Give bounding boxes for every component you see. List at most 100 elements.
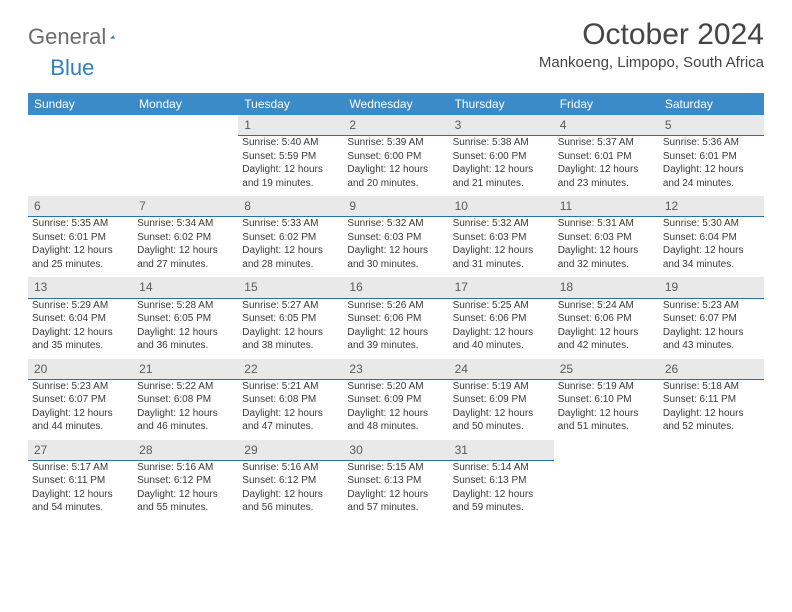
sunrise-line: Sunrise: 5:39 AM	[347, 136, 444, 150]
day-cell: Sunrise: 5:24 AMSunset: 6:06 PMDaylight:…	[554, 298, 659, 359]
daylight-line: Daylight: 12 hours and 56 minutes.	[242, 488, 339, 515]
daylight-line: Daylight: 12 hours and 44 minutes.	[32, 407, 129, 434]
sunrise-line: Sunrise: 5:16 AM	[242, 461, 339, 475]
day-cell: Sunrise: 5:32 AMSunset: 6:03 PMDaylight:…	[343, 217, 448, 278]
daylight-line: Daylight: 12 hours and 34 minutes.	[663, 244, 760, 271]
day-number-cell: 5	[659, 115, 764, 136]
sunset-line: Sunset: 6:12 PM	[137, 474, 234, 488]
sunset-line: Sunset: 6:03 PM	[558, 231, 655, 245]
daylight-line: Daylight: 12 hours and 35 minutes.	[32, 326, 129, 353]
day-number-cell: 16	[343, 277, 448, 298]
day-number-cell: 15	[238, 277, 343, 298]
sunset-line: Sunset: 6:04 PM	[32, 312, 129, 326]
day-number-cell: 24	[449, 359, 554, 380]
day-number-cell: 18	[554, 277, 659, 298]
sunrise-line: Sunrise: 5:35 AM	[32, 217, 129, 231]
sunset-line: Sunset: 6:01 PM	[558, 150, 655, 164]
day-number-cell: 30	[343, 440, 448, 461]
sunrise-line: Sunrise: 5:14 AM	[453, 461, 550, 475]
daylight-line: Daylight: 12 hours and 51 minutes.	[558, 407, 655, 434]
sunrise-line: Sunrise: 5:15 AM	[347, 461, 444, 475]
sunset-line: Sunset: 6:04 PM	[663, 231, 760, 245]
day-cell: Sunrise: 5:28 AMSunset: 6:05 PMDaylight:…	[133, 298, 238, 359]
sunset-line: Sunset: 6:09 PM	[347, 393, 444, 407]
day-number-cell: 26	[659, 359, 764, 380]
day-cell: Sunrise: 5:16 AMSunset: 6:12 PMDaylight:…	[133, 460, 238, 521]
day-content-row: Sunrise: 5:23 AMSunset: 6:07 PMDaylight:…	[28, 379, 764, 440]
sunrise-line: Sunrise: 5:18 AM	[663, 380, 760, 394]
day-number-cell: 12	[659, 196, 764, 217]
weekday-header: Thursday	[449, 93, 554, 115]
sunrise-line: Sunrise: 5:16 AM	[137, 461, 234, 475]
daylight-line: Daylight: 12 hours and 54 minutes.	[32, 488, 129, 515]
day-number-cell: 28	[133, 440, 238, 461]
weekday-header-row: Sunday Monday Tuesday Wednesday Thursday…	[28, 93, 764, 115]
weekday-header: Wednesday	[343, 93, 448, 115]
sunset-line: Sunset: 6:12 PM	[242, 474, 339, 488]
day-cell	[28, 136, 133, 197]
day-cell: Sunrise: 5:17 AMSunset: 6:11 PMDaylight:…	[28, 460, 133, 521]
sunrise-line: Sunrise: 5:28 AM	[137, 299, 234, 313]
sunset-line: Sunset: 6:13 PM	[347, 474, 444, 488]
daylight-line: Daylight: 12 hours and 46 minutes.	[137, 407, 234, 434]
day-cell: Sunrise: 5:34 AMSunset: 6:02 PMDaylight:…	[133, 217, 238, 278]
daylight-line: Daylight: 12 hours and 23 minutes.	[558, 163, 655, 190]
sunset-line: Sunset: 6:01 PM	[32, 231, 129, 245]
sunrise-line: Sunrise: 5:19 AM	[453, 380, 550, 394]
sunset-line: Sunset: 6:11 PM	[663, 393, 760, 407]
sunrise-line: Sunrise: 5:29 AM	[32, 299, 129, 313]
sunset-line: Sunset: 6:07 PM	[663, 312, 760, 326]
daylight-line: Daylight: 12 hours and 39 minutes.	[347, 326, 444, 353]
sunset-line: Sunset: 6:09 PM	[453, 393, 550, 407]
day-cell: Sunrise: 5:22 AMSunset: 6:08 PMDaylight:…	[133, 379, 238, 440]
sunrise-line: Sunrise: 5:26 AM	[347, 299, 444, 313]
day-number-cell: 22	[238, 359, 343, 380]
sunrise-line: Sunrise: 5:27 AM	[242, 299, 339, 313]
daynum-row: 20212223242526	[28, 359, 764, 380]
day-cell: Sunrise: 5:15 AMSunset: 6:13 PMDaylight:…	[343, 460, 448, 521]
daynum-row: 13141516171819	[28, 277, 764, 298]
daylight-line: Daylight: 12 hours and 28 minutes.	[242, 244, 339, 271]
daylight-line: Daylight: 12 hours and 47 minutes.	[242, 407, 339, 434]
day-number-cell: 9	[343, 196, 448, 217]
sunrise-line: Sunrise: 5:32 AM	[347, 217, 444, 231]
daylight-line: Daylight: 12 hours and 20 minutes.	[347, 163, 444, 190]
sunset-line: Sunset: 6:10 PM	[558, 393, 655, 407]
sunset-line: Sunset: 6:00 PM	[347, 150, 444, 164]
daylight-line: Daylight: 12 hours and 42 minutes.	[558, 326, 655, 353]
day-number-cell	[28, 115, 133, 136]
day-number-cell: 17	[449, 277, 554, 298]
day-cell	[659, 460, 764, 521]
day-content-row: Sunrise: 5:29 AMSunset: 6:04 PMDaylight:…	[28, 298, 764, 359]
day-cell: Sunrise: 5:33 AMSunset: 6:02 PMDaylight:…	[238, 217, 343, 278]
sunrise-line: Sunrise: 5:20 AM	[347, 380, 444, 394]
daylight-line: Daylight: 12 hours and 38 minutes.	[242, 326, 339, 353]
sunset-line: Sunset: 6:06 PM	[453, 312, 550, 326]
day-cell	[554, 460, 659, 521]
daylight-line: Daylight: 12 hours and 55 minutes.	[137, 488, 234, 515]
weekday-header: Tuesday	[238, 93, 343, 115]
daynum-row: 6789101112	[28, 196, 764, 217]
sunrise-line: Sunrise: 5:23 AM	[32, 380, 129, 394]
sunset-line: Sunset: 6:08 PM	[242, 393, 339, 407]
day-cell: Sunrise: 5:26 AMSunset: 6:06 PMDaylight:…	[343, 298, 448, 359]
day-number-cell: 20	[28, 359, 133, 380]
day-cell: Sunrise: 5:19 AMSunset: 6:10 PMDaylight:…	[554, 379, 659, 440]
day-number-cell	[554, 440, 659, 461]
logo-word-2: Blue	[50, 55, 94, 81]
sunset-line: Sunset: 6:02 PM	[242, 231, 339, 245]
day-number-cell: 4	[554, 115, 659, 136]
sunset-line: Sunset: 6:07 PM	[32, 393, 129, 407]
day-cell: Sunrise: 5:18 AMSunset: 6:11 PMDaylight:…	[659, 379, 764, 440]
sunrise-line: Sunrise: 5:31 AM	[558, 217, 655, 231]
day-cell: Sunrise: 5:23 AMSunset: 6:07 PMDaylight:…	[659, 298, 764, 359]
sunrise-line: Sunrise: 5:17 AM	[32, 461, 129, 475]
daylight-line: Daylight: 12 hours and 25 minutes.	[32, 244, 129, 271]
day-number-cell: 31	[449, 440, 554, 461]
daylight-line: Daylight: 12 hours and 21 minutes.	[453, 163, 550, 190]
sunset-line: Sunset: 6:05 PM	[242, 312, 339, 326]
sunrise-line: Sunrise: 5:25 AM	[453, 299, 550, 313]
day-cell: Sunrise: 5:27 AMSunset: 6:05 PMDaylight:…	[238, 298, 343, 359]
daynum-row: 2728293031	[28, 440, 764, 461]
day-number-cell: 14	[133, 277, 238, 298]
